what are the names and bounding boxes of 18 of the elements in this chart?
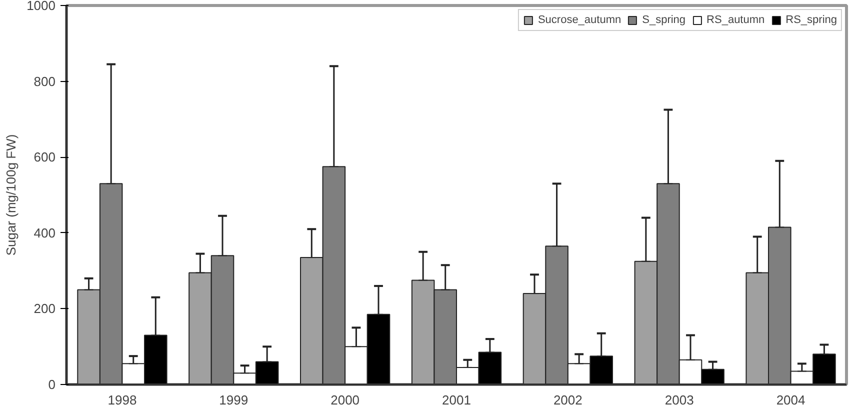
- x-tick-label: 2001: [442, 392, 471, 407]
- y-tick-label: 800: [34, 74, 56, 89]
- x-tick-label: 2004: [776, 392, 806, 407]
- y-tick-label: 400: [34, 225, 56, 240]
- y-tick-label: 0: [48, 377, 56, 392]
- x-tick-label: 1998: [108, 392, 137, 407]
- legend-label: Sucrose_autumn: [538, 14, 622, 26]
- legend-label: RS_autumn: [706, 14, 765, 26]
- x-tick-label: 2003: [664, 392, 694, 407]
- legend-label: S_spring: [642, 14, 686, 26]
- y-tick-label: 600: [34, 150, 56, 165]
- x-tick-label: 1999: [219, 392, 248, 407]
- y-tick-label: 200: [34, 301, 56, 316]
- legend-label: RS_spring: [786, 14, 837, 26]
- y-axis-title: Sugar (mg/100g FW): [4, 134, 19, 256]
- x-tick-label: 2002: [553, 392, 582, 407]
- x-tick-label: 2000: [330, 392, 360, 407]
- y-tick-label: 1000: [26, 0, 56, 13]
